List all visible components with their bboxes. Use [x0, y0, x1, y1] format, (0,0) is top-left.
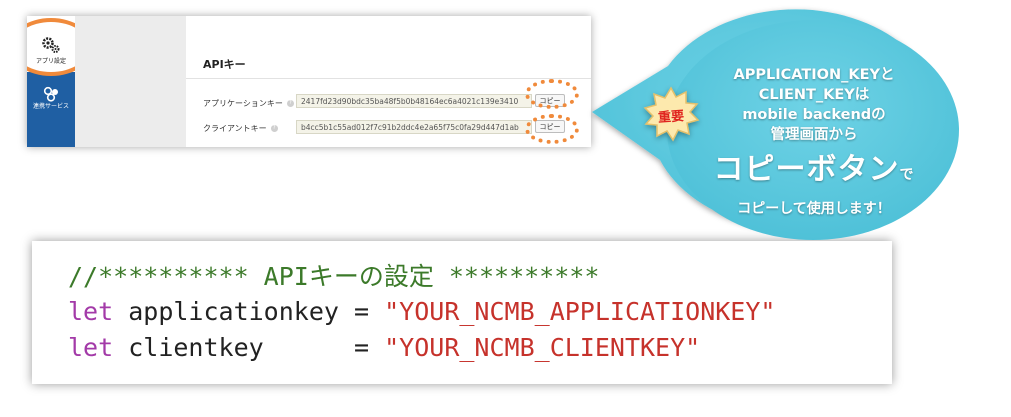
client-key-field[interactable]: b4cc5b1c55ad012f7c91b2ddc4e2a65f75c0fa29…: [296, 120, 532, 134]
callout-footer: コピーして使用します！: [737, 201, 891, 217]
important-badge: 重要: [657, 109, 685, 126]
code-string: "YOUR_NCMB_APPLICATIONKEY": [384, 297, 776, 326]
code-line-client-key: let clientkey = "YOUR_NCMB_CLIENTKEY": [68, 333, 700, 362]
starburst-icon: [643, 86, 700, 142]
section-title: APIキー: [203, 58, 246, 71]
copy-highlight-ring: [525, 114, 579, 144]
application-key-label: アプリケーションキー?: [203, 98, 294, 109]
code-comment: //********** APIキーの設定 **********: [68, 262, 600, 291]
copy-highlight-ring: [525, 79, 579, 109]
code-keyword: let: [68, 333, 114, 362]
console-screenshot: アプリ設定 連携サービス APIキー アプリケーションキー? 2417fd23d…: [27, 16, 591, 147]
services-icon: [43, 86, 58, 102]
code-string: "YOUR_NCMB_CLIENTKEY": [384, 333, 701, 362]
code-line-application-key: let applicationkey = "YOUR_NCMB_APPLICAT…: [68, 297, 775, 326]
sidebar-item-label[interactable]: 連携サービス: [32, 103, 69, 110]
help-icon[interactable]: ?: [270, 125, 278, 132]
code-snippet: //********** APIキーの設定 ********** let app…: [32, 241, 892, 384]
code-variable: applicationkey: [128, 297, 339, 326]
code-operator: =: [354, 333, 370, 362]
application-key-field[interactable]: 2417fd23d90bdc35ba48f5b0b48164ec6a4021c1…: [296, 94, 532, 108]
code-keyword: let: [68, 297, 114, 326]
code-operator: =: [354, 297, 370, 326]
callout-emphasis: コピーボタンで: [713, 152, 915, 187]
help-icon[interactable]: ?: [286, 100, 294, 107]
content-strip: [75, 16, 186, 147]
callout-message: APPLICATION_KEYと CLIENT_KEYは mobile back…: [733, 67, 895, 143]
client-key-label: クライアントキー?: [203, 123, 278, 134]
divider: [186, 78, 591, 79]
code-variable: clientkey: [128, 333, 264, 362]
api-key-section: APIキー アプリケーションキー? 2417fd23d90bdc35ba48f5…: [186, 16, 591, 147]
